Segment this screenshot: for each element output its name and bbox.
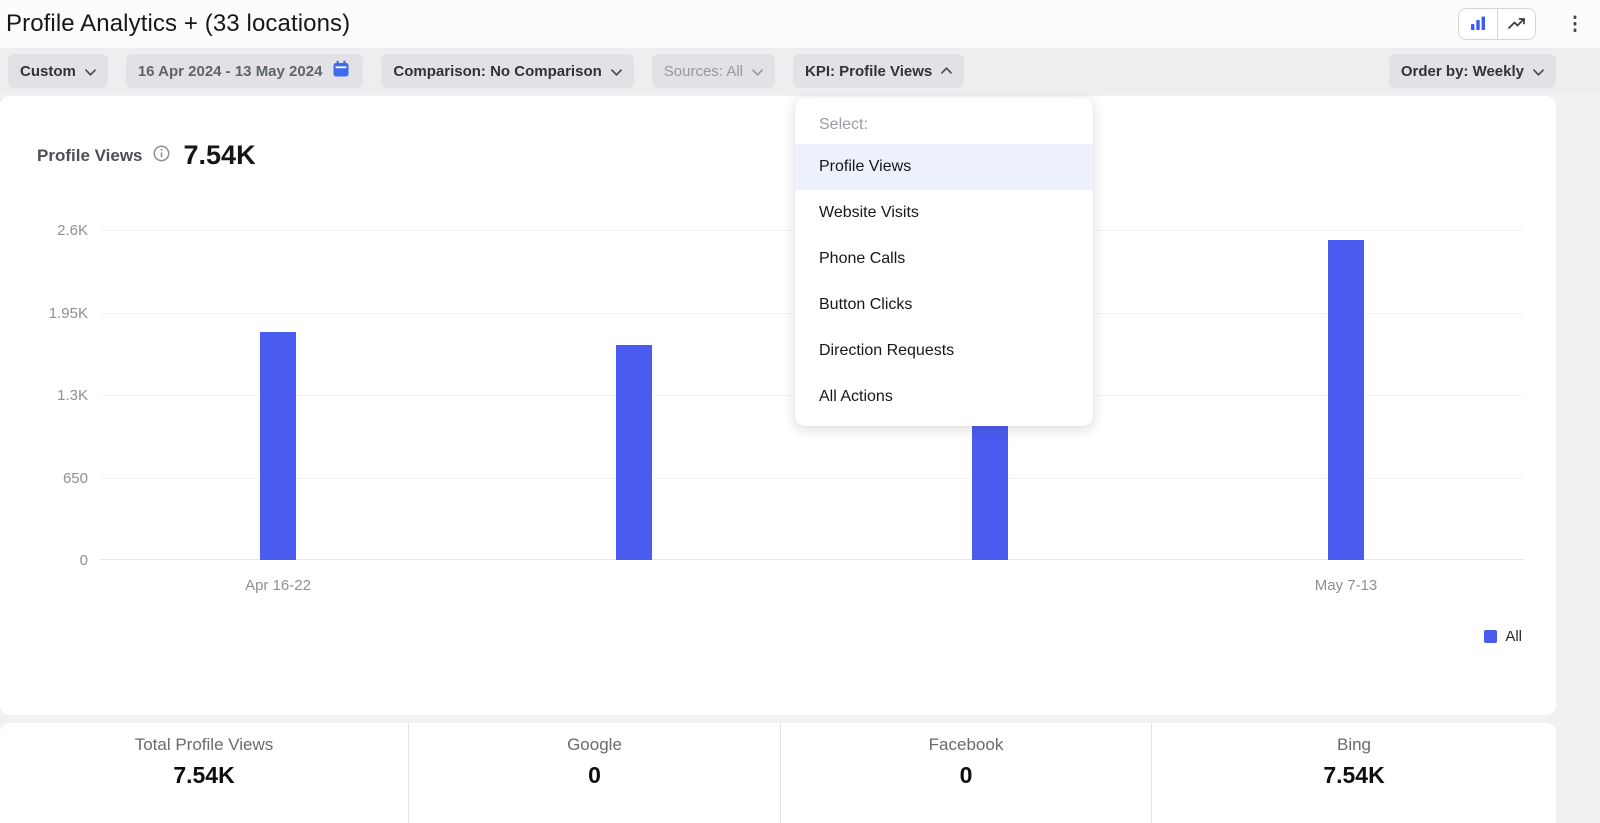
calendar-icon: [331, 59, 351, 83]
sources-dropdown[interactable]: Sources: All: [651, 54, 775, 88]
range-type-label: Custom: [20, 62, 76, 80]
kpi-option-profile-views[interactable]: Profile Views: [795, 144, 1093, 190]
bar-1-apr-16-22[interactable]: [260, 332, 296, 560]
stat-facebook: Facebook 0: [780, 723, 1151, 823]
chart-total-value: 7.54K: [183, 140, 256, 170]
kpi-dropdown-panel: Select: Profile Views Website Visits Phone…: [795, 98, 1093, 426]
kpi-dropdown-header: Select:: [819, 116, 868, 133]
stat-label: Bing: [1336, 735, 1372, 754]
sources-label: Sources: All: [663, 62, 743, 80]
legend-swatch: [1484, 630, 1498, 643]
filter-bar: Custom 16 Apr 2024 - 13 May 2024 Compari…: [0, 48, 1600, 426]
chevron-down-icon: [752, 63, 763, 80]
range-type-dropdown[interactable]: Custom: [8, 54, 108, 88]
page-title: Profile Analytics + (33 locations): [6, 10, 351, 37]
kpi-option-all-actions[interactable]: All Actions: [819, 388, 893, 405]
gridline: [100, 559, 1524, 560]
chart-title: Profile Views: [37, 145, 143, 165]
y-axis-tick-label: 2.6K: [57, 222, 88, 239]
stat-label: Total Profile Views: [134, 735, 274, 754]
y-axis-tick-label: 650: [62, 470, 88, 487]
stat-value: 0: [959, 762, 973, 788]
stat-bing: Bing 7.54K: [1151, 723, 1556, 823]
order-by-dropdown[interactable]: Order by: Weekly: [1388, 54, 1556, 88]
x-axis-tick-label: Apr 16-22: [245, 577, 311, 594]
header: Profile Analytics + (33 locations) ⋮: [0, 0, 1600, 48]
view-toggle: [1458, 8, 1536, 40]
stat-total-profile-views: Total Profile Views 7.54K: [0, 723, 408, 823]
y-axis-tick-label: 1.3K: [57, 387, 88, 404]
kpi-dropdown[interactable]: KPI: Profile Views Select: Profile Views…: [793, 54, 1093, 426]
comparison-label: Comparison: No Comparison: [393, 62, 602, 80]
kpi-option-phone-calls[interactable]: Phone Calls: [819, 250, 906, 267]
stat-value: 7.54K: [1323, 762, 1385, 788]
kpi-option-button-clicks[interactable]: Button Clicks: [819, 296, 913, 313]
legend-label: All: [1505, 628, 1522, 645]
sources-summary-card: Total Profile Views 7.54K Google 0 Facebook 0…: [0, 723, 1556, 823]
stat-value: 0: [588, 762, 601, 788]
order-by-label: Order by: Weekly: [1400, 62, 1524, 80]
stat-label: Google: [567, 735, 622, 754]
stat-google: Google 0: [408, 723, 780, 823]
chevron-down-icon: [610, 63, 622, 80]
stat-label: Facebook: [928, 735, 1004, 754]
bar-2-apr-23-29[interactable]: [616, 345, 652, 560]
x-axis-tick-label: May 7-13: [1314, 577, 1378, 594]
y-axis-tick-label: 0: [79, 552, 88, 569]
gridline: [100, 478, 1524, 479]
bar-4-may-7-13[interactable]: [1328, 240, 1364, 560]
comparison-dropdown[interactable]: Comparison: No Comparison: [381, 54, 634, 88]
profile-views-chart-card: Profile Views 7.54K 0 650 1.3K 1.95K 2.6K Apr…: [0, 96, 1556, 715]
bar-view-button[interactable]: [1459, 9, 1497, 39]
stats-row: Total Profile Views 7.54K Google 0 Facebook 0…: [0, 723, 1556, 823]
plot-area: 0 650 1.3K 1.95K 2.6K Apr 16-22 May 7-13: [49, 222, 1524, 594]
date-range-picker[interactable]: 16 Apr 2024 - 13 May 2024: [125, 54, 364, 88]
line-view-button[interactable]: [1497, 9, 1535, 39]
bar-chart-icon: [1470, 15, 1486, 34]
info-icon[interactable]: [153, 145, 170, 167]
kebab-menu-button[interactable]: ⋮: [1565, 13, 1585, 35]
chevron-down-icon: [1533, 63, 1544, 80]
y-axis-tick-label: 1.95K: [48, 305, 88, 322]
chart-legend: All: [1484, 628, 1522, 645]
stat-value: 7.54K: [173, 762, 235, 788]
date-range-label: 16 Apr 2024 - 13 May 2024: [137, 62, 323, 80]
kpi-option-direction-requests[interactable]: Direction Requests: [819, 342, 955, 359]
line-chart-icon: [1507, 16, 1526, 33]
chart-header: Profile Views 7.54K: [37, 140, 256, 171]
chevron-down-icon: [84, 63, 96, 80]
kpi-option-website-visits[interactable]: Website Visits: [819, 204, 919, 221]
chevron-up-icon: [941, 63, 953, 80]
kpi-label: KPI: Profile Views: [805, 62, 933, 80]
kpi-dropdown-list: Profile Views Website Visits Phone Calls Bu…: [795, 144, 1093, 420]
